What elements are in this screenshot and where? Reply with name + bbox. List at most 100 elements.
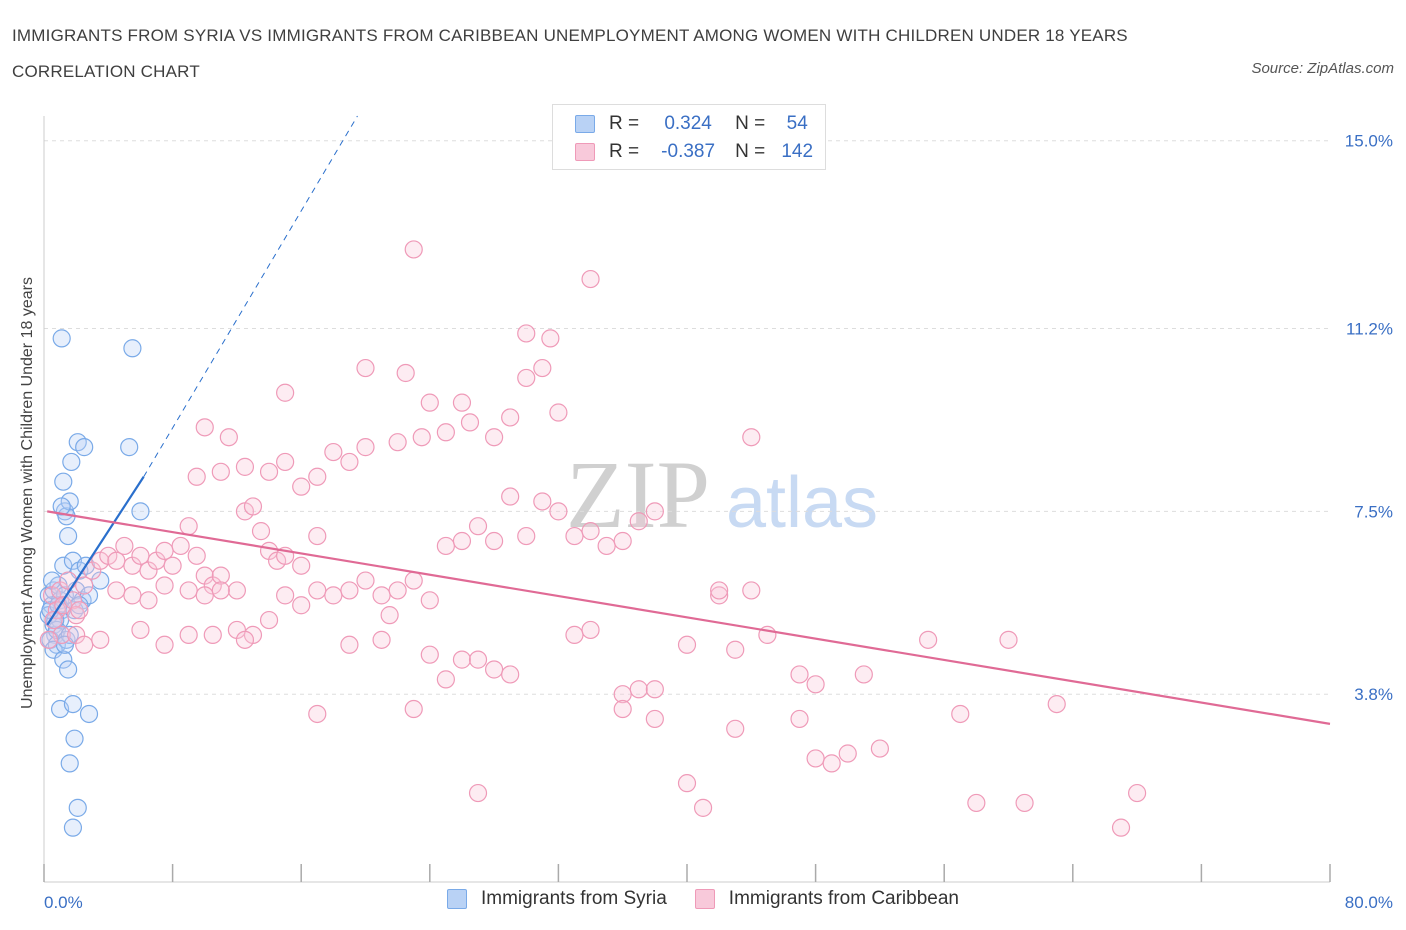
caribbean-point [501, 487, 520, 506]
caribbean-point [677, 635, 697, 654]
legend-item-caribbean[interactable]: Immigrants from Caribbean [694, 888, 959, 910]
syria-trend-line [46, 476, 145, 626]
caribbean-point [468, 517, 488, 536]
caribbean-point [155, 576, 174, 595]
syria-point [59, 526, 78, 546]
caribbean-point [420, 591, 439, 610]
caribbean-point [91, 630, 110, 649]
caribbean-point [919, 630, 938, 649]
caribbean-point [597, 536, 616, 556]
caribbean-point [581, 269, 600, 289]
n-value: 54 [786, 113, 808, 134]
caribbean-point [1047, 694, 1066, 714]
trend-lines [46, 115, 1331, 725]
correlation-legend: R = 0.324 N = 54 R = -0.387 N = 142 [552, 104, 826, 170]
caribbean-point [356, 438, 375, 457]
caribbean-point [276, 383, 295, 402]
caribbean-point [259, 462, 279, 481]
caribbean-point [517, 526, 536, 546]
caribbean-point [790, 709, 809, 729]
caribbean-point [645, 709, 664, 729]
caribbean-point [452, 650, 472, 669]
caribbean-point [356, 358, 375, 378]
caribbean-point [412, 428, 431, 447]
caribbean-point [324, 442, 343, 462]
caribbean-point [436, 423, 455, 442]
syria-point [120, 438, 139, 457]
caribbean-point [235, 630, 255, 649]
n-label: N = [735, 113, 766, 134]
caribbean-point [171, 536, 190, 556]
legend-row-syria: R = 0.324 N = 54 [575, 110, 817, 138]
syria-point [52, 497, 71, 516]
caribbean-point [276, 586, 295, 605]
watermark-atlas: atlas [726, 463, 878, 543]
syria-trend-extension [143, 115, 358, 478]
syria-point [65, 729, 84, 748]
caribbean-point [838, 744, 857, 763]
caribbean-point [420, 393, 439, 412]
caribbean-point [308, 704, 327, 724]
caribbean-point [324, 586, 343, 605]
caribbean-point [404, 699, 423, 719]
r-value: 0.324 [664, 113, 712, 134]
caribbean-point [292, 596, 311, 615]
caribbean-point [179, 625, 198, 645]
caribbean-point [195, 586, 214, 605]
caribbean-point [163, 556, 182, 575]
caribbean-point [235, 457, 255, 476]
syria-point [44, 640, 63, 659]
caribbean-point [870, 739, 890, 758]
caribbean-point [452, 531, 472, 551]
caribbean-point [645, 680, 664, 699]
caribbean-point [39, 630, 58, 649]
y-tick-label: 15.0% [1345, 132, 1393, 151]
caribbean-point [340, 452, 359, 472]
caribbean-point [485, 531, 504, 551]
caribbean-point [452, 393, 472, 412]
axes [43, 116, 1331, 883]
caribbean-point [549, 502, 568, 521]
y-tick-label: 11.2% [1346, 320, 1393, 339]
caribbean-point [356, 571, 375, 590]
caribbean-point [999, 630, 1018, 649]
y-tick-label: 3.8% [1354, 685, 1393, 704]
caribbean-point [211, 462, 230, 481]
caribbean-point [396, 363, 415, 383]
x-tick-label: 0.0% [44, 893, 83, 912]
chart-title: IMMIGRANTS FROM SYRIA VS IMMIGRANTS FROM… [12, 26, 1128, 81]
caribbean-point [388, 433, 407, 452]
caribbean-point [75, 576, 94, 595]
caribbean-point [565, 526, 584, 546]
syria-point [60, 754, 79, 773]
data-points [39, 240, 1147, 837]
caribbean-point [726, 719, 745, 738]
caribbean-point [404, 571, 423, 590]
caribbean-point [517, 368, 536, 388]
caribbean-point [107, 581, 126, 600]
legend-item-syria[interactable]: Immigrants from Syria [446, 888, 667, 910]
caribbean-point [107, 551, 126, 570]
caribbean-point [131, 620, 150, 640]
caribbean-point [468, 783, 488, 803]
caribbean-point [372, 586, 391, 605]
caribbean-point [372, 630, 391, 649]
syria-point [79, 704, 99, 724]
caribbean-point [404, 240, 423, 259]
caribbean-point [806, 675, 825, 694]
caribbean-point [581, 620, 600, 640]
caribbean-point [742, 428, 761, 447]
syria-point [75, 438, 94, 457]
syria-point [52, 329, 71, 348]
caribbean-point [1015, 793, 1034, 813]
caribbean-point [195, 418, 214, 437]
syria-point [68, 798, 87, 817]
y-tick-label: 7.5% [1354, 502, 1393, 521]
syria-point [131, 502, 150, 521]
caribbean-point [436, 670, 455, 689]
caribbean-point [388, 581, 407, 600]
caribbean-point [565, 625, 584, 645]
caribbean-point [340, 635, 359, 654]
caribbean-point [822, 754, 841, 773]
